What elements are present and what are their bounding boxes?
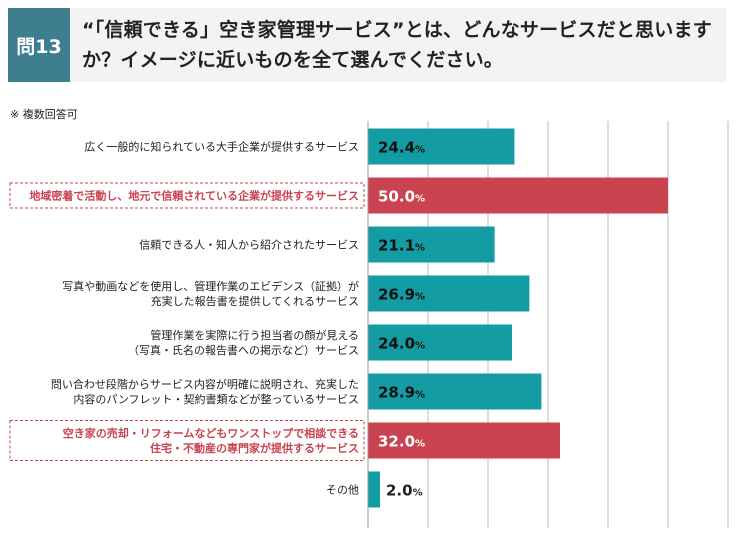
value-label-7: 2.0% — [386, 482, 423, 500]
highlight-frame-6 — [9, 420, 365, 461]
category-label-3: 写真や動画などを使用し、管理作業のエビデンス（証拠）が充実した報告書を提供してく… — [62, 279, 359, 308]
category-label-4: 管理作業を実際に行う担当者の顔が見える（写真・氏名の報告書への掲示など）サービス — [128, 328, 359, 357]
question-number-badge: 問13 — [8, 8, 70, 82]
bar-4 — [368, 324, 512, 361]
bar-0 — [368, 128, 515, 165]
category-label-0: 広く一般的に知られている大手企業が提供するサービス — [84, 140, 359, 154]
value-label-4: 24.0% — [378, 335, 425, 353]
value-label-3: 26.9% — [378, 286, 425, 304]
value-label-0: 24.4% — [378, 139, 425, 157]
value-label-6: 32.0% — [378, 433, 425, 451]
category-label-7: その他 — [326, 484, 359, 497]
bar-3 — [368, 275, 530, 312]
question-text: “「信頼できる」空き家管理サービス”とは、どんなサービスだと思いますか？イメージ… — [82, 19, 712, 71]
highlight-frame-1 — [9, 182, 365, 209]
bar-5 — [368, 373, 542, 410]
bar-1 — [368, 177, 668, 214]
bar-2 — [368, 226, 495, 263]
multiple-answer-note: ※ 複数回答可 — [10, 108, 78, 121]
value-label-5: 28.9% — [378, 384, 425, 402]
category-label-6: 空き家の売却・リフォームなどもワンストップで相談できる住宅・不動産の専門家が提供… — [63, 426, 359, 455]
question-header: 問13 “「信頼できる」空き家管理サービス”とは、どんなサービスだと思いますか？… — [8, 8, 726, 82]
value-label-1: 50.0% — [378, 188, 425, 206]
category-label-5: 問い合わせ段階からサービス内容が明確に説明され、充実した内容のパンフレット・契約… — [51, 377, 359, 406]
value-label-2: 21.1% — [378, 237, 425, 255]
bar-6 — [368, 422, 560, 459]
bar-7 — [368, 471, 380, 508]
category-label-1: 地域密着で活動し、地元で信頼されている企業が提供するサービス — [29, 189, 359, 203]
category-label-2: 信頼できる人・知人から紹介されたサービス — [139, 238, 359, 252]
